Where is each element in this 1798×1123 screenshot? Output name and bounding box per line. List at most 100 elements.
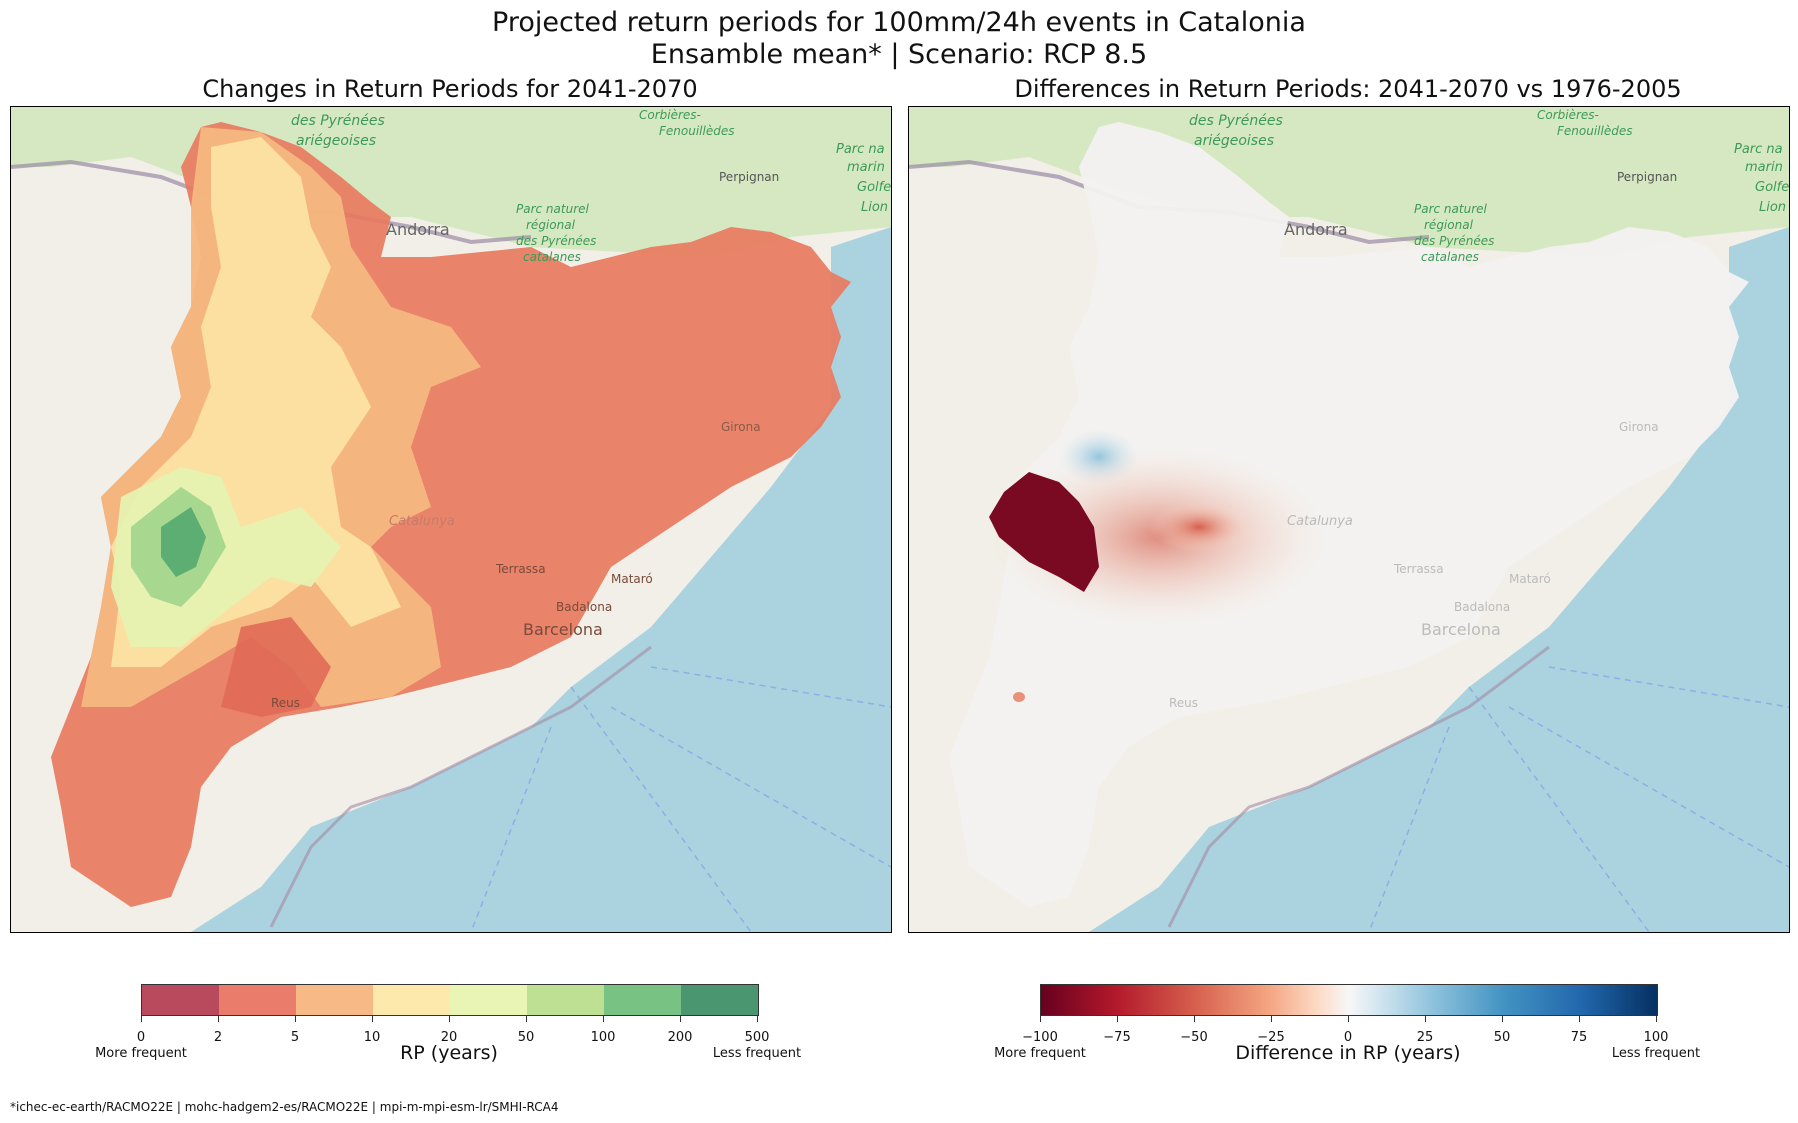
label-catalunya: Catalunya — [389, 514, 455, 529]
right-map-panel[interactable]: des Pyrénées ariégeoises Corbières- Feno… — [908, 106, 1790, 933]
label-parc-2: régional — [526, 218, 576, 232]
label-badalona: Badalona — [556, 600, 612, 614]
colorbar-tick-mark — [295, 1016, 296, 1022]
right-high-label: Less frequent — [1611, 1046, 1701, 1061]
label-girona: Girona — [721, 420, 761, 434]
colorbar-tick-label: 75 — [1570, 1030, 1588, 1045]
colorbar-tick-mark — [603, 1016, 604, 1022]
label-parc-4: catalanes — [523, 250, 581, 264]
strong-negative-diff-area — [989, 472, 1099, 592]
label-parc-1: Parc naturel — [516, 202, 590, 216]
colorbar-tick-mark — [757, 1016, 758, 1022]
colorbar-bin — [373, 985, 450, 1015]
colorbar-bin — [450, 985, 527, 1015]
right-low-label: More frequent — [994, 1046, 1086, 1061]
label-andorra: Andorra — [386, 220, 450, 239]
colorbar-tick-label: 2 — [213, 1030, 223, 1045]
catalonia-overlay — [949, 122, 1749, 907]
label-pyrenees-2: ariégeoises — [296, 133, 376, 149]
label-badalona: Badalona — [1454, 600, 1510, 614]
colorbar-tick-mark — [1502, 1016, 1503, 1022]
colorbar-tick-mark — [526, 1016, 527, 1022]
rp-band-2-south — [221, 617, 331, 717]
left-high-label: Less frequent — [712, 1046, 802, 1061]
colorbar-tick-mark — [1040, 1016, 1041, 1022]
left-colorbar — [141, 984, 759, 1016]
shipping-route — [269, 645, 652, 928]
label-marine-2: marin — [1745, 160, 1783, 175]
colorbar-tick-mark — [1117, 1016, 1118, 1022]
label-terrassa: Terrassa — [1393, 562, 1444, 576]
label-marine-4: Lion — [861, 200, 888, 215]
colorbar-tick-label: −75 — [1103, 1030, 1131, 1045]
label-perpignan: Perpignan — [1617, 170, 1677, 184]
label-marine-3: Golfe — [1755, 180, 1789, 195]
label-andorra: Andorra — [1284, 220, 1348, 239]
colorbar-tick-mark — [372, 1016, 373, 1022]
label-parc-3: des Pyrénées — [1414, 234, 1494, 248]
colorbar-tick-label: 0 — [1343, 1030, 1353, 1045]
left-low-label: More frequent — [95, 1046, 187, 1061]
figure-subtitle: Ensamble mean* | Scenario: RCP 8.5 — [650, 39, 1148, 70]
colorbar-tick-label: 5 — [290, 1030, 300, 1045]
label-pyrenees-1: des Pyrénées — [1189, 113, 1283, 129]
colorbar-tick-mark — [1425, 1016, 1426, 1022]
colorbar-bin — [296, 985, 373, 1015]
right-colorbar — [1040, 984, 1658, 1016]
colorbar-tick-label: −25 — [1257, 1030, 1285, 1045]
left-panel-title: Changes in Return Periods for 2041-2070 — [202, 75, 698, 103]
right-colorbar-label: Difference in RP (years) — [1235, 1042, 1461, 1064]
label-corbieres-2: Fenouillèdes — [1557, 124, 1632, 138]
label-corbieres-1: Corbières- — [639, 108, 701, 122]
label-parc-4: catalanes — [1421, 250, 1479, 264]
label-pyrenees-2: ariégeoises — [1194, 133, 1274, 149]
colorbar-tick-mark — [218, 1016, 219, 1022]
negative-diff-spot — [1013, 692, 1025, 702]
colorbar-bin — [604, 985, 681, 1015]
figure-title: Projected return periods for 100mm/24h e… — [492, 7, 1306, 38]
left-colorbar-label: RP (years) — [400, 1042, 498, 1064]
colorbar-tick-mark — [1656, 1016, 1657, 1022]
label-mataro: Mataró — [1509, 572, 1551, 586]
colorbar-tick-mark — [1579, 1016, 1580, 1022]
label-marine-1: Parc na — [836, 142, 885, 157]
label-pyrenees-1: des Pyrénées — [291, 113, 385, 129]
colorbar-tick-label: 0 — [136, 1030, 146, 1045]
colorbar-tick-mark — [1194, 1016, 1195, 1022]
colorbar-tick-label: −50 — [1180, 1030, 1208, 1045]
right-map: des Pyrénées ariégeoises Corbières- Feno… — [909, 107, 1789, 932]
colorbar-tick-label: 200 — [667, 1030, 693, 1045]
colorbar-tick-label: 100 — [1643, 1030, 1669, 1045]
label-marine-2: marin — [847, 160, 885, 175]
colorbar-tick-label: 50 — [517, 1030, 535, 1045]
colorbar-bin — [681, 985, 758, 1015]
secondary-hotspot — [1149, 502, 1249, 552]
colorbar-bin — [527, 985, 604, 1015]
label-corbieres-2: Fenouillèdes — [659, 124, 734, 138]
colorbar-tick-mark — [1348, 1016, 1349, 1022]
label-parc-3: des Pyrénées — [516, 234, 596, 248]
label-girona: Girona — [1619, 420, 1659, 434]
colorbar-tick-label: −100 — [1022, 1030, 1058, 1045]
colorbar-bin — [219, 985, 296, 1015]
colorbar-tick-mark — [449, 1016, 450, 1022]
colorbar-tick-label: 20 — [440, 1030, 458, 1045]
colorbar-bin — [142, 985, 219, 1015]
left-map-panel[interactable]: des Pyrénées ariégeoises Corbières- Feno… — [10, 106, 892, 933]
label-mataro: Mataró — [611, 572, 653, 586]
colorbar-tick-mark — [680, 1016, 681, 1022]
label-reus: Reus — [271, 696, 300, 710]
label-marine-3: Golfe — [857, 180, 891, 195]
label-barcelona: Barcelona — [523, 620, 603, 639]
footnote: *ichec-ec-earth/RACMO22E | mohc-hadgem2-… — [10, 1100, 559, 1114]
label-parc-2: régional — [1424, 218, 1474, 232]
label-marine-4: Lion — [1759, 200, 1786, 215]
right-panel-title: Differences in Return Periods: 2041-2070… — [1014, 75, 1682, 103]
label-perpignan: Perpignan — [719, 170, 779, 184]
rp-band-200 — [161, 507, 206, 577]
label-catalunya: Catalunya — [1287, 514, 1353, 529]
label-reus: Reus — [1169, 696, 1198, 710]
colorbar-tick-mark — [1271, 1016, 1272, 1022]
label-corbieres-1: Corbières- — [1537, 108, 1599, 122]
colorbar-tick-label: 25 — [1416, 1030, 1434, 1045]
